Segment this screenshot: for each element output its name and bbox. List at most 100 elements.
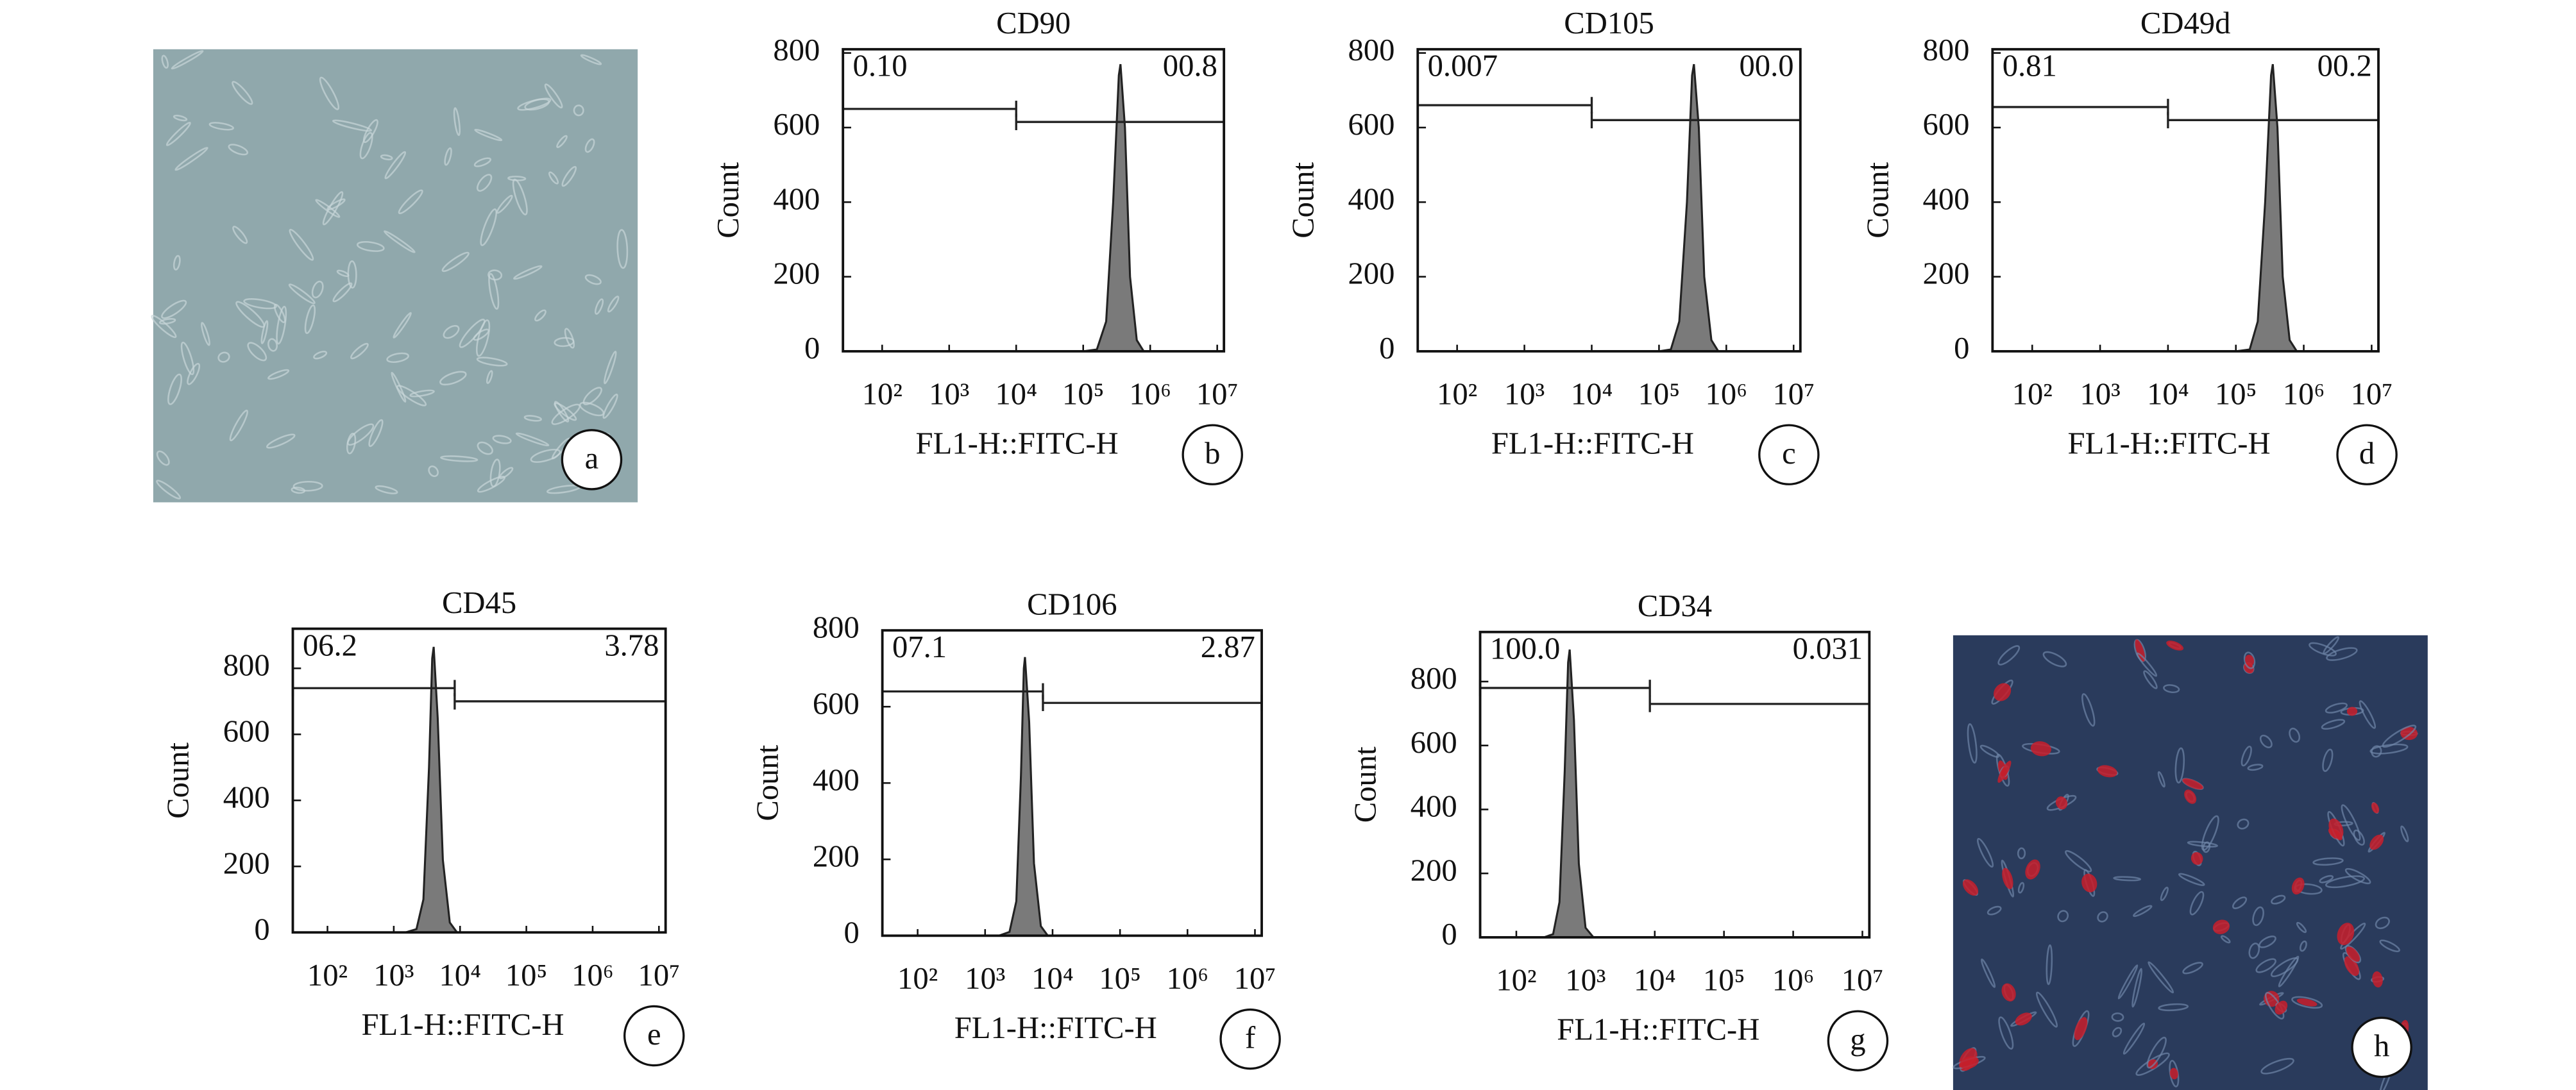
- panel-label-circle: [1182, 424, 1243, 485]
- cell: [2325, 702, 2348, 714]
- gate-label: 0.10: [853, 49, 908, 83]
- x-tick-label: 10⁴: [1634, 963, 1676, 998]
- cell: [2131, 968, 2143, 1008]
- cell: [544, 83, 563, 109]
- stained-cell: [2346, 707, 2358, 716]
- y-axis-label: Count: [1860, 162, 1895, 238]
- x-axis-label: FL1-H::FITC-H: [2068, 426, 2271, 461]
- stained-cell: [2190, 851, 2203, 865]
- cell: [604, 350, 617, 385]
- stained-cell: [2371, 802, 2380, 814]
- cell: [201, 322, 210, 346]
- x-tick-label: 10⁷: [638, 958, 681, 993]
- cell: [2189, 891, 2205, 916]
- x-tick-label: 10⁶: [572, 958, 614, 993]
- y-tick-label: 200: [1348, 256, 1394, 291]
- histogram-area: [1543, 649, 1596, 939]
- stained-cell: [2291, 877, 2305, 895]
- x-axis-label: FL1-H::FITC-H: [1557, 1012, 1759, 1047]
- y-tick-label: 600: [1923, 107, 1970, 142]
- cell: [2258, 935, 2276, 948]
- cell: [2057, 910, 2069, 923]
- cell: [2133, 905, 2153, 918]
- cell: [440, 455, 479, 462]
- cell: [2035, 991, 2058, 1028]
- stained-cell: [2002, 868, 2013, 889]
- x-tick-label: 10³: [1565, 963, 1606, 998]
- panel-label-circle: [561, 429, 623, 491]
- cell: [156, 480, 182, 499]
- cell: [384, 230, 416, 253]
- cell: [523, 415, 542, 422]
- cell: [292, 480, 323, 492]
- chart-title: CD49d: [2140, 6, 2231, 40]
- cell: [2371, 745, 2382, 758]
- cell: [582, 387, 602, 405]
- panel-label-circle: [623, 1005, 685, 1067]
- panel-label: b: [1205, 436, 1220, 471]
- cell: [2160, 886, 2169, 901]
- cell: [2344, 868, 2371, 885]
- stained-cell: [2074, 1017, 2088, 1041]
- cell: [350, 342, 369, 360]
- cell: [530, 448, 561, 463]
- cell: [473, 157, 491, 167]
- panel-label: g: [1850, 1022, 1865, 1057]
- cell: [1977, 837, 1994, 868]
- stained-cell: [2169, 1068, 2178, 1080]
- cell: [161, 299, 187, 319]
- cell: [260, 320, 269, 344]
- cell: [332, 119, 373, 132]
- cell: [313, 350, 328, 360]
- x-tick-label: 10⁴: [1031, 961, 1074, 996]
- x-tick-label: 10⁵: [505, 958, 548, 993]
- chart-title: CD34: [1638, 589, 1712, 623]
- stained-cell: [2166, 641, 2184, 651]
- cell: [332, 282, 353, 303]
- cell: [173, 114, 188, 122]
- cell: [524, 98, 550, 111]
- cell: [573, 105, 584, 117]
- cell: [2143, 670, 2158, 689]
- y-tick-label: 600: [223, 714, 270, 748]
- stained-cell: [1960, 1056, 1979, 1069]
- cell: [2289, 727, 2301, 743]
- histogram-area: [405, 646, 459, 934]
- panel-label-circle: [2351, 1016, 2412, 1078]
- y-tick-label: 400: [773, 181, 820, 216]
- cell: [2252, 906, 2264, 927]
- plot-frame: [1991, 47, 2380, 353]
- stained-cell: [2184, 789, 2197, 804]
- cell: [515, 432, 550, 447]
- cell: [607, 296, 620, 313]
- y-tick-label: 0: [1954, 331, 1969, 365]
- cell: [1981, 958, 1996, 988]
- cell: [2247, 764, 2264, 771]
- cell: [2248, 943, 2260, 959]
- cell: [2178, 873, 2205, 886]
- x-tick-label: 10²: [862, 377, 902, 412]
- y-tick-label: 600: [1348, 107, 1394, 142]
- x-tick-label: 10²: [2012, 377, 2053, 412]
- y-tick-label: 200: [773, 256, 820, 291]
- cell: [2325, 875, 2365, 889]
- y-tick-label: 800: [1411, 661, 1457, 696]
- chart-title: CD105: [1564, 6, 1654, 40]
- cell: [2382, 725, 2417, 748]
- x-tick-label: 10³: [2080, 377, 2120, 412]
- cell: [2375, 916, 2390, 930]
- cell: [158, 318, 176, 325]
- cell: [2081, 693, 2096, 727]
- chart-title: CD90: [996, 6, 1071, 40]
- x-tick-label: 10⁷: [1842, 963, 1884, 998]
- cell: [2065, 850, 2092, 873]
- cell: [165, 121, 191, 146]
- stained-cell: [2182, 778, 2203, 790]
- cell: [580, 54, 602, 65]
- cell: [386, 352, 409, 363]
- cell: [2146, 1036, 2167, 1069]
- x-tick-label: 10⁵: [1638, 377, 1681, 412]
- cell: [2243, 651, 2256, 669]
- stained-cell: [2346, 946, 2360, 962]
- gate-label: 00.2: [2318, 49, 2372, 83]
